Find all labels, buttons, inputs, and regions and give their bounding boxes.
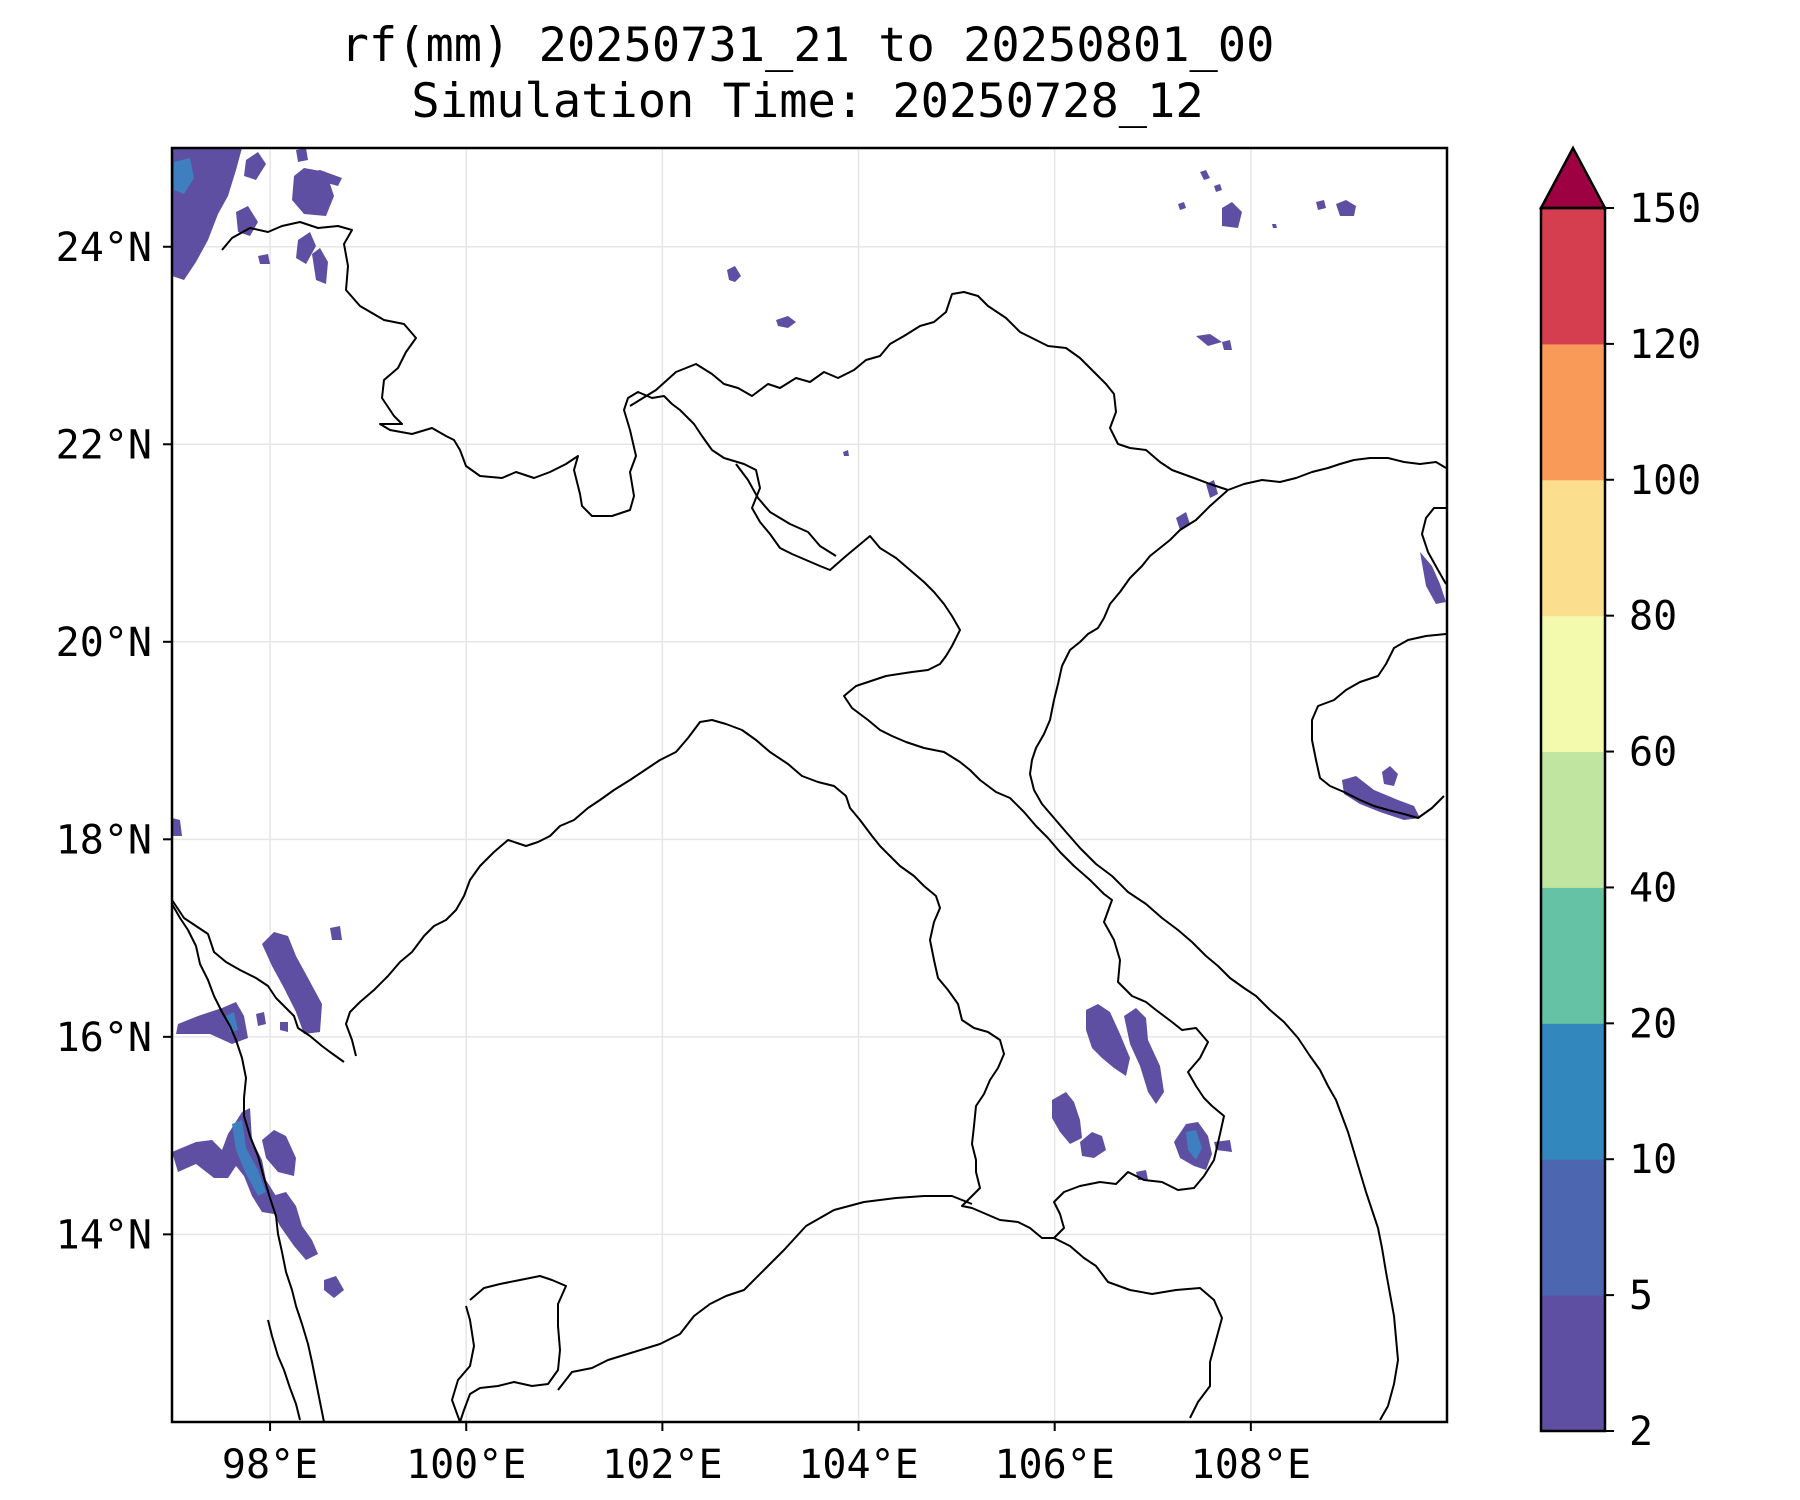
map-content — [172, 148, 1447, 1422]
rainfall-areas — [172, 148, 1446, 1298]
colorbar-segment — [1541, 479, 1605, 617]
rain-area-w14b — [262, 1130, 296, 1176]
rain-area-ne7 — [1336, 200, 1356, 216]
colorbar-tick-label: 5 — [1629, 1273, 1653, 1319]
tick-label-lat: 18°N — [56, 817, 152, 863]
rain-area-nw-2 — [244, 152, 266, 180]
colorbar-segment — [1541, 208, 1605, 345]
rain-area-ne8 — [1178, 202, 1186, 210]
rainfall-heavy-cores — [174, 158, 1202, 1196]
rain-area-n1 — [727, 266, 741, 282]
rain-core-c15 — [1186, 1130, 1202, 1160]
tick-label-lon: 102°E — [602, 1442, 722, 1488]
rain-area-c16b — [1124, 1008, 1164, 1104]
colorbar-tick-label: 120 — [1629, 322, 1701, 368]
rain-area-w16d — [256, 1012, 266, 1026]
border-laos-vietnam-north — [735, 463, 837, 557]
colorbar-segment — [1541, 1159, 1605, 1296]
colorbar-tick-label: 40 — [1629, 865, 1677, 911]
colorbar: 2 5 10 20 40 60 80 100 120 150 — [1538, 145, 1701, 1455]
colorbar-tick-label: 150 — [1629, 186, 1701, 232]
tick-label-lat: 24°N — [56, 225, 152, 271]
rain-area-ne6 — [1316, 200, 1326, 210]
rain-area-nw-4 — [302, 170, 342, 186]
gridlines — [172, 148, 1447, 1422]
rain-core-w14 — [232, 1120, 266, 1196]
coastlines — [172, 457, 1447, 1422]
tick-label-lat: 16°N — [56, 1015, 152, 1061]
rain-area-hainan-s — [1342, 776, 1420, 820]
rain-area-w16a — [262, 932, 322, 1034]
colorbar-extend-triangle — [1538, 145, 1608, 210]
rain-area-ne4 — [1196, 334, 1222, 346]
rain-area-c15a — [1052, 1092, 1082, 1144]
tick-label-lon: 106°E — [994, 1442, 1114, 1488]
tick-label-lon: 108°E — [1191, 1442, 1311, 1488]
rain-area-c15b — [1080, 1132, 1106, 1158]
colorbar-tick-label: 20 — [1629, 1001, 1677, 1047]
colorbar-segment — [1541, 751, 1605, 888]
rain-core-w16 — [226, 1012, 238, 1032]
coast-hainan — [1311, 633, 1447, 819]
rain-area-ne5 — [1222, 340, 1232, 350]
colorbar-tick-label: 10 — [1629, 1137, 1677, 1183]
plot-frame — [170, 146, 1449, 1424]
axis-ticks: 98°E 100°E 102°E 104°E 106°E 108°E 24°N 22°N 20°… — [56, 225, 1311, 1488]
border-thailand-south-coast — [459, 1275, 567, 1422]
rain-area-w16c — [176, 1002, 248, 1044]
rain-area-nw-6 — [296, 232, 316, 264]
rain-core-nw — [174, 158, 194, 194]
rain-area-ne3 — [1222, 202, 1242, 228]
rain-area-c16a — [1086, 1004, 1130, 1076]
rain-area-nw-8 — [258, 254, 270, 264]
coast-vietnam — [1029, 489, 1399, 1421]
colorbar-segment — [1541, 1023, 1605, 1160]
tick-label-lat: 14°N — [56, 1212, 152, 1258]
border-thai-cambodia — [557, 1195, 973, 1391]
rain-area-w16e — [280, 1022, 288, 1032]
colorbar-segment — [1541, 1295, 1605, 1432]
rain-area-hainan-w — [1420, 552, 1446, 604]
coast-gulf-of-thailand — [451, 1305, 475, 1422]
tick-label-lon: 104°E — [798, 1442, 918, 1488]
coast-andaman-islands — [267, 1319, 301, 1421]
rain-area-nw-5 — [236, 206, 258, 236]
coast-leizhou — [1421, 507, 1447, 585]
colorbar-tick-label: 60 — [1629, 730, 1677, 776]
tick-label-lon: 100°E — [406, 1442, 526, 1488]
rain-area-hainan-s2 — [1382, 766, 1398, 786]
border-cambodia-vietnam — [1053, 1237, 1223, 1419]
colorbar-segment — [1541, 343, 1605, 481]
rain-area-w18 — [172, 818, 182, 836]
tick-label-lat: 20°N — [56, 620, 152, 666]
rain-area-w16b — [330, 926, 342, 940]
colorbar-segment — [1541, 615, 1605, 753]
rain-area-ne1 — [1200, 170, 1210, 180]
rain-area-n3 — [843, 450, 849, 456]
country-borders — [172, 221, 1229, 1422]
colorbar-tick-label: 100 — [1629, 458, 1701, 504]
colorbar-tick-label: 2 — [1629, 1409, 1653, 1455]
rain-area-ne2 — [1214, 184, 1222, 192]
rain-area-nw-9 — [296, 148, 308, 162]
rain-area-ne9 — [1272, 224, 1277, 228]
border-thailand-west — [172, 899, 345, 1063]
colorbar-tick-label: 80 — [1629, 594, 1677, 640]
rain-area-nw-7 — [312, 248, 328, 284]
chart-title: rf(mm) 20250731_21 to 20250801_00 Simula… — [170, 18, 1445, 130]
colorbar-segment — [1541, 887, 1605, 1024]
rain-area-w13 — [324, 1276, 344, 1298]
rain-area-w14c — [272, 1192, 318, 1260]
title-line-2: Simulation Time: 20250728_12 — [411, 74, 1204, 129]
coast-gulf-tonkin-north — [1227, 457, 1447, 491]
colorbar-frame — [1539, 206, 1607, 1433]
border-china-vietnam — [629, 291, 1229, 491]
tick-label-lat: 22°N — [56, 422, 152, 468]
border-myanmar-china — [221, 221, 1225, 1239]
coast-myanmar-west — [172, 903, 325, 1422]
rain-area-n2 — [776, 316, 796, 328]
title-line-1: rf(mm) 20250731_21 to 20250801_00 — [340, 18, 1275, 73]
tick-label-lon: 98°E — [222, 1442, 318, 1488]
